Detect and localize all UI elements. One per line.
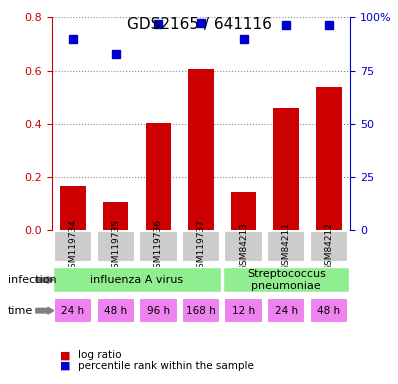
Bar [60, 187, 86, 230]
Text: GSM84211: GSM84211 [282, 222, 291, 271]
Text: GSM84212: GSM84212 [324, 222, 334, 271]
FancyBboxPatch shape [54, 298, 92, 323]
Bar [103, 202, 129, 230]
Text: 96 h: 96 h [147, 306, 170, 316]
Text: 48 h: 48 h [317, 306, 340, 316]
Bar [146, 122, 171, 230]
FancyBboxPatch shape [224, 298, 263, 323]
FancyBboxPatch shape [223, 268, 349, 292]
FancyBboxPatch shape [310, 231, 348, 262]
Text: GSM119734: GSM119734 [68, 219, 78, 274]
FancyBboxPatch shape [54, 231, 92, 262]
Text: GSM119736: GSM119736 [154, 219, 163, 274]
FancyBboxPatch shape [224, 231, 263, 262]
Text: infection: infection [8, 275, 57, 285]
Text: log ratio: log ratio [78, 350, 121, 360]
FancyBboxPatch shape [96, 231, 135, 262]
FancyBboxPatch shape [267, 298, 306, 323]
Text: percentile rank within the sample: percentile rank within the sample [78, 361, 254, 371]
Text: 24 h: 24 h [62, 306, 85, 316]
FancyBboxPatch shape [96, 298, 135, 323]
FancyBboxPatch shape [182, 298, 220, 323]
Text: Streptococcus
pneumoniae: Streptococcus pneumoniae [247, 269, 326, 291]
Bar [273, 108, 299, 230]
Text: ■: ■ [60, 350, 70, 360]
FancyBboxPatch shape [182, 231, 220, 262]
Text: 168 h: 168 h [186, 306, 216, 316]
Bar [231, 192, 256, 230]
Text: time: time [8, 306, 33, 316]
FancyBboxPatch shape [139, 298, 178, 323]
FancyBboxPatch shape [310, 298, 348, 323]
Text: GSM119737: GSM119737 [197, 219, 205, 274]
Text: GSM84213: GSM84213 [239, 222, 248, 271]
FancyBboxPatch shape [267, 231, 306, 262]
Bar [188, 69, 214, 230]
Text: 12 h: 12 h [232, 306, 255, 316]
FancyBboxPatch shape [53, 268, 221, 292]
Text: 24 h: 24 h [275, 306, 298, 316]
Text: ■: ■ [60, 361, 70, 371]
Text: GDS2165 / 641116: GDS2165 / 641116 [127, 17, 271, 33]
Text: GSM119735: GSM119735 [111, 219, 120, 274]
Bar [316, 86, 342, 230]
Text: 48 h: 48 h [104, 306, 127, 316]
FancyBboxPatch shape [139, 231, 178, 262]
Text: influenza A virus: influenza A virus [90, 275, 183, 285]
